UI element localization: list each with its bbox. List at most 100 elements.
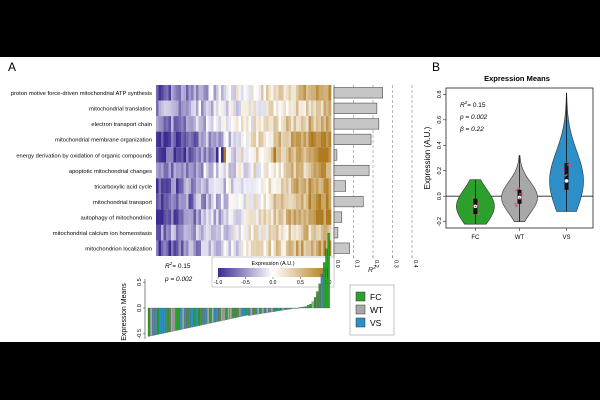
heatmap-cell bbox=[208, 240, 212, 256]
heatmap-cell bbox=[158, 131, 162, 148]
heatmap-cell bbox=[221, 147, 224, 163]
heatmap-cell bbox=[301, 193, 304, 210]
heatmap-cell bbox=[228, 162, 232, 179]
heatmap-cell bbox=[266, 240, 269, 256]
heatmap-cell bbox=[176, 147, 179, 163]
heatmap-cell bbox=[196, 100, 199, 117]
heatmap-cell bbox=[233, 131, 237, 148]
heatmap-cell bbox=[253, 209, 257, 225]
heatmap-cell bbox=[191, 100, 194, 117]
heatmap-cell bbox=[218, 193, 222, 210]
heatmap-cell bbox=[248, 162, 252, 179]
heatmap-cell bbox=[176, 178, 179, 194]
heatmap-cell bbox=[303, 162, 307, 179]
heatmap-cell bbox=[321, 131, 324, 148]
heatmap-row-label: mitochondrial calcium ion homeostasis bbox=[53, 231, 152, 237]
heatmap-cell bbox=[283, 240, 287, 256]
heatmap-cell bbox=[221, 224, 224, 241]
heatmap-cell bbox=[223, 178, 227, 194]
heatmap-cell bbox=[323, 224, 327, 241]
heatmap-row-label: energy derivation by oxidation of organi… bbox=[16, 153, 152, 159]
legend-label-wt: WT bbox=[370, 305, 383, 315]
heatmap-cell bbox=[276, 131, 279, 148]
panel-a-label: A bbox=[8, 60, 16, 74]
heatmap-cell bbox=[286, 209, 289, 225]
heatmap-cell bbox=[166, 178, 169, 194]
heatmap-cell bbox=[256, 224, 259, 241]
heatmap-cell bbox=[168, 116, 172, 132]
heatmap-cell bbox=[198, 100, 202, 117]
heatmap-cell bbox=[261, 100, 264, 117]
heatmap-cell bbox=[253, 100, 257, 117]
heatmap-cell bbox=[298, 147, 302, 163]
means-bar bbox=[282, 307, 285, 311]
heatmap-cell bbox=[178, 224, 182, 241]
heatmap-cell bbox=[223, 224, 227, 241]
violin-point bbox=[476, 204, 479, 207]
heatmap-cell bbox=[158, 147, 162, 163]
heatmap-cell bbox=[196, 147, 199, 163]
r2-bar-chart: 0.0 0.1 0.2 0.3 0.4 bbox=[333, 85, 418, 268]
heatmap-cell bbox=[296, 178, 299, 194]
heatmap-cell bbox=[273, 147, 277, 163]
means-bar bbox=[313, 297, 317, 309]
heatmap-cell bbox=[293, 147, 297, 163]
heatmap-cell bbox=[173, 85, 177, 101]
heatmap-cell bbox=[238, 162, 242, 179]
heatmap-cell bbox=[186, 131, 189, 148]
heatmap-cell bbox=[256, 116, 259, 132]
heatmap-cell bbox=[231, 162, 234, 179]
heatmap-cell bbox=[203, 147, 207, 163]
heatmap-cell bbox=[203, 209, 207, 225]
heatmap-cell bbox=[223, 116, 227, 132]
heatmap-cell bbox=[271, 131, 274, 148]
heatmap-cell bbox=[268, 193, 272, 210]
heatmap-cell bbox=[176, 162, 179, 179]
heatmap-cell bbox=[266, 131, 269, 148]
heatmap-cell bbox=[261, 85, 264, 101]
heatmap-cell bbox=[301, 209, 304, 225]
heatmap-cell bbox=[298, 178, 302, 194]
heatmap-cell bbox=[288, 85, 292, 101]
heatmap-cell bbox=[221, 85, 224, 101]
heatmap-cell bbox=[161, 193, 164, 210]
heatmap-cell bbox=[213, 178, 217, 194]
heatmap-cell bbox=[276, 209, 279, 225]
heatmap-cell bbox=[188, 100, 192, 117]
means-bar bbox=[184, 307, 187, 329]
heatmap-cell bbox=[218, 131, 222, 148]
heatmap-cell bbox=[316, 147, 319, 163]
heatmap-cell bbox=[301, 85, 304, 101]
r2-bar bbox=[333, 118, 380, 130]
means-bar bbox=[200, 307, 203, 326]
heatmap-cell bbox=[258, 209, 262, 225]
heatmap-cell bbox=[261, 162, 264, 179]
heatmap-cell bbox=[161, 178, 164, 194]
heatmap-cell bbox=[223, 147, 227, 163]
heatmap-cell bbox=[198, 224, 202, 241]
violin-xtick-label: FC bbox=[471, 235, 480, 241]
heatmap-cell bbox=[316, 240, 319, 256]
heatmap-cell bbox=[243, 224, 247, 241]
heatmap-cell bbox=[306, 162, 309, 179]
heatmap-cell bbox=[243, 240, 247, 256]
heatmap-cell bbox=[268, 178, 272, 194]
heatmap-cell bbox=[161, 116, 164, 132]
heatmap-cell bbox=[273, 224, 277, 241]
heatmap-cell bbox=[218, 224, 222, 241]
heatmap-cell bbox=[268, 100, 272, 117]
heatmap-cell bbox=[193, 116, 197, 132]
heatmap-cell bbox=[191, 240, 194, 256]
heatmap-cell bbox=[198, 209, 202, 225]
heatmap-cell bbox=[298, 162, 302, 179]
heatmap-cell bbox=[236, 147, 239, 163]
heatmap-cell bbox=[263, 224, 267, 241]
violin-point bbox=[562, 187, 565, 190]
heatmap-cell bbox=[293, 193, 297, 210]
violin-point bbox=[519, 193, 521, 195]
means-bar bbox=[186, 307, 189, 329]
heatmap-cell bbox=[183, 224, 187, 241]
heatmap-cell bbox=[303, 240, 307, 256]
heatmap-cell bbox=[266, 193, 269, 210]
heatmap-cell bbox=[291, 131, 294, 148]
